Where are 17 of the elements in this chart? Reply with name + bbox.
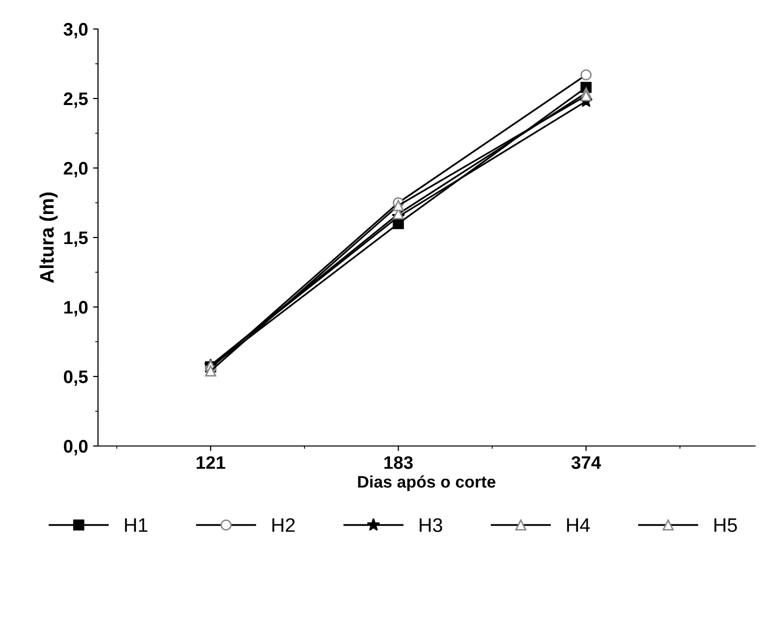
y-tick-label: 3,0 [64, 22, 88, 38]
x-tick-label: 183 [384, 456, 413, 470]
y-tick-label: 2,0 [64, 162, 88, 178]
legend-label: H5 [714, 518, 737, 532]
legend-label: H3 [420, 518, 442, 532]
y-axis-title: Altura (m) [40, 192, 58, 283]
y-tick-label: 0,0 [64, 440, 88, 456]
x-axis-title: Dias após o corte [358, 475, 496, 492]
x-tick-label: 121 [196, 456, 226, 469]
legend-label: H1 [125, 518, 148, 532]
y-tick-label: 1,0 [64, 300, 88, 316]
y-tick-label: 1,5 [64, 232, 88, 247]
y-tick-label: 2,5 [64, 92, 88, 108]
y-tick-label: 0,5 [64, 370, 88, 386]
x-tick-label: 374 [571, 456, 602, 470]
legend-label: H4 [567, 518, 590, 532]
legend-label: H2 [272, 518, 295, 532]
